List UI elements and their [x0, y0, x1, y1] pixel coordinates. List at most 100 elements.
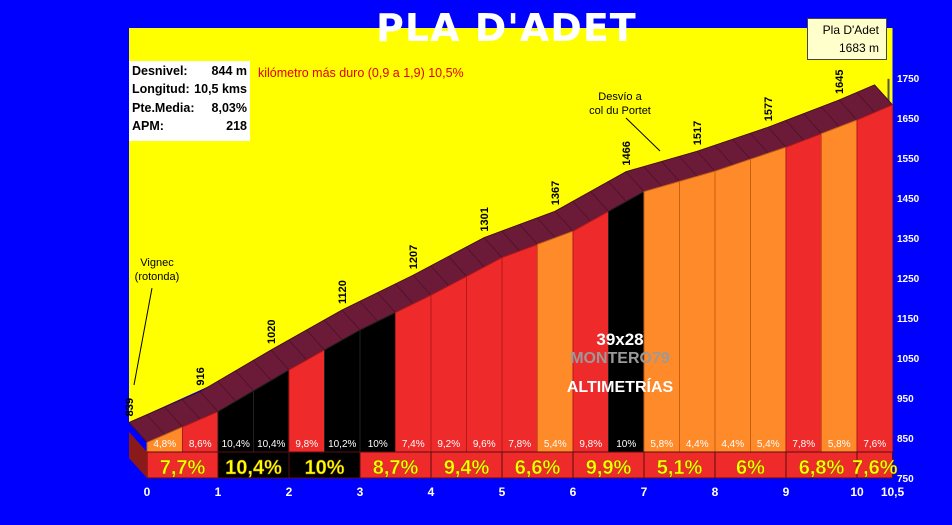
- altitude-label: 1367: [550, 181, 562, 205]
- detour-pointer-line: [625, 117, 661, 152]
- profile-ridge-line: [323, 319, 343, 341]
- profile-ridge-line: [661, 161, 680, 182]
- band-side-face: [129, 432, 147, 478]
- profile-ridge-line: [199, 391, 219, 412]
- km-grade-label: 9,9%: [586, 457, 632, 479]
- segment-face-6: [359, 311, 396, 453]
- segment-grade-label: 5,4%: [757, 439, 780, 450]
- km-grade-label: 10,4%: [225, 457, 282, 479]
- y-tick-label: 1250: [897, 274, 920, 285]
- x-tick-label: 6: [570, 485, 577, 499]
- segment-grade-label: 10%: [616, 439, 636, 450]
- segment-face-8: [430, 275, 467, 453]
- y-tick-label: 750: [897, 474, 914, 485]
- profile-ridge-line: [554, 210, 574, 232]
- profile-ridge-line: [465, 246, 485, 268]
- start-annotation: Vignec (rotonda): [122, 256, 192, 284]
- profile-ridge-line: [803, 113, 822, 134]
- segment-face-20: [856, 104, 893, 453]
- segment-grade-label: 4,8%: [153, 439, 176, 450]
- profile-ridge-line: [359, 301, 379, 322]
- profile-ridge-line: [377, 292, 396, 313]
- profile-ridge-line: [696, 150, 716, 172]
- x-tick-label: 4: [428, 485, 435, 499]
- profile-ridge-line: [128, 422, 148, 443]
- segment-face-17: [750, 146, 787, 453]
- km-band-cell: [572, 451, 645, 479]
- y-tick-label: 1450: [897, 194, 920, 205]
- brand-credit: ALTIMETRÍAS: [566, 379, 674, 396]
- km-band-cell: [856, 451, 893, 479]
- y-tick-label: 1350: [897, 234, 920, 245]
- km-grade-label: 7,7%: [160, 457, 206, 479]
- altitude-label: 1466: [621, 141, 633, 165]
- x-tick-label: 7: [641, 485, 648, 499]
- x-tick-label: 2: [286, 485, 293, 499]
- profile-ridge-line: [820, 106, 840, 128]
- detour-annotation-line2: col du Portet: [589, 105, 651, 117]
- segment-grade-label: 5,8%: [650, 439, 673, 450]
- segment-grade-label: 8,6%: [189, 439, 212, 450]
- y-tick-label: 1550: [897, 154, 920, 165]
- profile-ridge-line: [785, 120, 805, 141]
- profile-ridge-line: [430, 265, 450, 287]
- profile-ridge-line: [164, 406, 183, 428]
- altitude-label: 1020: [266, 320, 278, 344]
- segment-grade-label: 9,6%: [473, 439, 496, 450]
- segment-grade-label: 9,2%: [437, 439, 460, 450]
- segment-face-18: [785, 132, 822, 453]
- profile-ridge-line: [749, 132, 769, 154]
- km-band-cell: [714, 451, 787, 479]
- km-grade-label: 10%: [304, 457, 344, 479]
- km-band-cell: [430, 451, 503, 479]
- segment-grade-label: 9,8%: [295, 439, 318, 450]
- stat-label: Pte.Media:: [132, 101, 195, 115]
- altitude-label: 1120: [337, 280, 349, 304]
- stat-row-avg-grade: Pte.Media: 8,03%: [132, 101, 247, 119]
- segment-face-19: [821, 119, 858, 453]
- segment-grade-label: 5,8%: [828, 439, 851, 450]
- profile-ridge-line: [181, 399, 201, 420]
- segment-grade-label: 4,4%: [721, 439, 744, 450]
- stat-row-length: Longitud: 10,5 kms: [132, 82, 247, 100]
- profile-ridge-line: [607, 181, 627, 202]
- stat-row-elevation: Desnivel: 844 m: [132, 64, 247, 82]
- segment-grade-label: 10%: [368, 439, 388, 450]
- altitude-label: 839: [124, 398, 136, 416]
- profile-ridge-line: [643, 166, 663, 187]
- segment-face-10: [501, 243, 538, 453]
- y-tick-label: 850: [897, 434, 914, 445]
- segment-grade-label: 10,2%: [328, 439, 356, 450]
- y-tick-label: 1750: [897, 74, 920, 85]
- km-grade-label: 5,1%: [657, 457, 703, 479]
- segment-grade-label: 7,8%: [792, 439, 815, 450]
- summit-altitude: 1683 m: [838, 41, 879, 55]
- profile-ridge-line: [217, 380, 237, 402]
- segment-face-13: [608, 190, 645, 453]
- segment-face-15: [679, 170, 716, 453]
- x-tick-label: 0: [144, 485, 151, 499]
- segment-grade-label: 9,8%: [579, 439, 602, 450]
- summit-label: Pla D'Adet 1683 m: [807, 18, 887, 60]
- stat-label: Longitud:: [132, 82, 190, 96]
- y-tick-label: 1050: [897, 354, 920, 365]
- altitude-label: 916: [195, 367, 207, 385]
- stat-label: Desnivel:: [132, 64, 188, 78]
- x-tick-label: 1: [215, 485, 222, 499]
- x-tick-label: 10: [850, 485, 864, 499]
- profile-ridge-line: [483, 237, 503, 258]
- segment-grade-label: 7,6%: [863, 439, 886, 450]
- profile-ridge-line: [732, 138, 751, 160]
- profile-ridge-line: [590, 191, 609, 212]
- segment-face-9: [466, 256, 503, 453]
- km-grade-label: 6,8%: [799, 457, 845, 479]
- profile-ridge-line: [412, 274, 432, 296]
- gear-credit: 39x28: [596, 330, 644, 349]
- profile-ridge-line: [519, 224, 538, 245]
- author-credit: MONTERO79: [570, 350, 670, 367]
- km-band-cell: [785, 451, 858, 479]
- start-annotation-line2: (rotonda): [134, 271, 180, 283]
- start-annotation-line1: Vignec: [140, 257, 174, 269]
- profile-ridge-line: [306, 329, 325, 351]
- profile-ridge-line: [394, 283, 414, 305]
